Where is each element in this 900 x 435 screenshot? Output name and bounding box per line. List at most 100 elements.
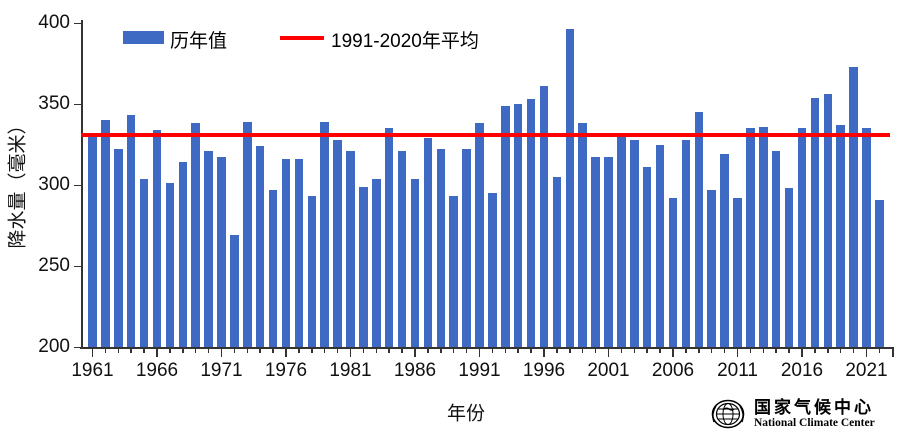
x-minor-tick <box>788 348 790 353</box>
ncc-globe-icon <box>711 399 745 429</box>
y-tick-label: 400 <box>38 12 70 33</box>
y-tick <box>74 346 81 348</box>
x-minor-tick <box>839 348 842 353</box>
bar-2008 <box>694 112 704 347</box>
x-minor-tick <box>465 348 468 353</box>
y-tick <box>74 265 81 267</box>
bar-2001 <box>604 157 613 347</box>
legend-bar-swatch <box>123 31 164 44</box>
y-axis-title: 降水量（毫米） <box>7 115 29 249</box>
bar-2021 <box>862 128 871 347</box>
bar-2003 <box>630 139 639 347</box>
bar-2015 <box>784 188 794 347</box>
x-tick-label-1991: 1991 <box>458 360 501 381</box>
x-minor-tick <box>710 348 713 353</box>
legend-bar-label: 历年值 <box>170 31 228 52</box>
x-major-tick <box>349 348 352 357</box>
x-end-tick <box>892 348 894 357</box>
bar-2019 <box>836 125 845 347</box>
y-tick-label: 250 <box>38 255 70 276</box>
legend: 历年值 1991-2020年平均 <box>0 24 900 54</box>
x-major-tick <box>801 348 803 357</box>
bar-1984 <box>384 128 394 347</box>
x-minor-tick <box>298 348 300 353</box>
x-minor-tick <box>452 348 455 353</box>
x-minor-tick <box>878 348 881 353</box>
x-minor-tick <box>594 348 597 353</box>
bar-1983 <box>372 178 381 347</box>
x-minor-tick <box>685 348 687 353</box>
x-minor-tick <box>491 348 494 353</box>
bar-2020 <box>849 66 858 347</box>
y-axis <box>81 20 83 348</box>
x-major-tick <box>543 348 545 357</box>
bar-2014 <box>771 150 781 347</box>
x-minor-tick <box>646 348 648 353</box>
x-minor-tick <box>427 348 429 353</box>
bar-1998 <box>565 29 575 347</box>
x-tick-label-1976: 1976 <box>264 360 308 381</box>
x-minor-tick <box>556 348 558 353</box>
bar-1971 <box>217 157 226 347</box>
bar-1992 <box>488 193 497 347</box>
ncc-logo: 国家气候中心 National Climate Center <box>710 396 875 432</box>
bar-1997 <box>552 176 562 347</box>
bar-1978 <box>307 196 317 347</box>
bar-1975 <box>268 189 278 347</box>
x-minor-tick <box>775 348 777 353</box>
x-major-tick <box>91 348 94 357</box>
x-minor-tick <box>117 348 120 353</box>
bar-1965 <box>139 178 149 347</box>
x-tick-label-1986: 1986 <box>393 360 437 381</box>
bar-1961 <box>88 136 97 347</box>
x-major-tick <box>736 348 739 357</box>
bar-2010 <box>720 154 729 347</box>
x-tick-label-2006: 2006 <box>651 360 695 381</box>
y-tick-label: 200 <box>38 336 70 357</box>
x-minor-tick <box>194 348 197 353</box>
bar-1982 <box>359 186 368 347</box>
bar-1974 <box>255 146 265 347</box>
y-tick <box>74 22 81 24</box>
x-minor-tick <box>723 348 726 353</box>
bar-1970 <box>204 150 213 347</box>
bar-2012 <box>746 128 755 347</box>
x-tick-label-1971: 1971 <box>200 360 243 381</box>
x-minor-tick <box>246 348 249 353</box>
x-major-tick <box>607 348 610 357</box>
bar-1995 <box>526 99 536 347</box>
x-minor-tick <box>749 348 752 353</box>
bar-1972 <box>230 235 239 347</box>
bar-1964 <box>126 115 136 347</box>
x-minor-tick <box>143 348 145 353</box>
x-minor-tick <box>388 348 390 353</box>
bar-2005 <box>655 144 665 347</box>
bar-2009 <box>707 189 716 347</box>
x-minor-tick <box>852 348 855 353</box>
y-tick-label: 300 <box>38 174 70 195</box>
bar-2013 <box>759 126 768 347</box>
x-tick-label-2021: 2021 <box>845 360 888 381</box>
bar-2004 <box>642 167 652 347</box>
bar-1991 <box>475 123 484 347</box>
bar-1966 <box>152 129 162 347</box>
reference-line-1991-2020-average <box>81 132 890 137</box>
x-minor-tick <box>569 348 571 353</box>
bar-1981 <box>346 150 355 347</box>
x-tick-label-2001: 2001 <box>587 360 630 381</box>
x-major-tick <box>478 348 481 357</box>
x-minor-tick <box>401 348 403 353</box>
bar-2018 <box>823 94 833 347</box>
ncc-logo-chinese-text: 国家气候中心 <box>754 397 874 417</box>
x-minor-tick <box>814 348 816 353</box>
bar-1980 <box>333 139 342 347</box>
x-major-tick <box>672 348 674 357</box>
y-tick <box>74 103 81 105</box>
x-major-tick <box>865 348 868 357</box>
x-minor-tick <box>698 348 700 353</box>
x-minor-tick <box>581 348 584 353</box>
x-tick-label-2016: 2016 <box>780 360 824 381</box>
bar-1987 <box>423 138 433 347</box>
x-minor-tick <box>182 348 184 353</box>
